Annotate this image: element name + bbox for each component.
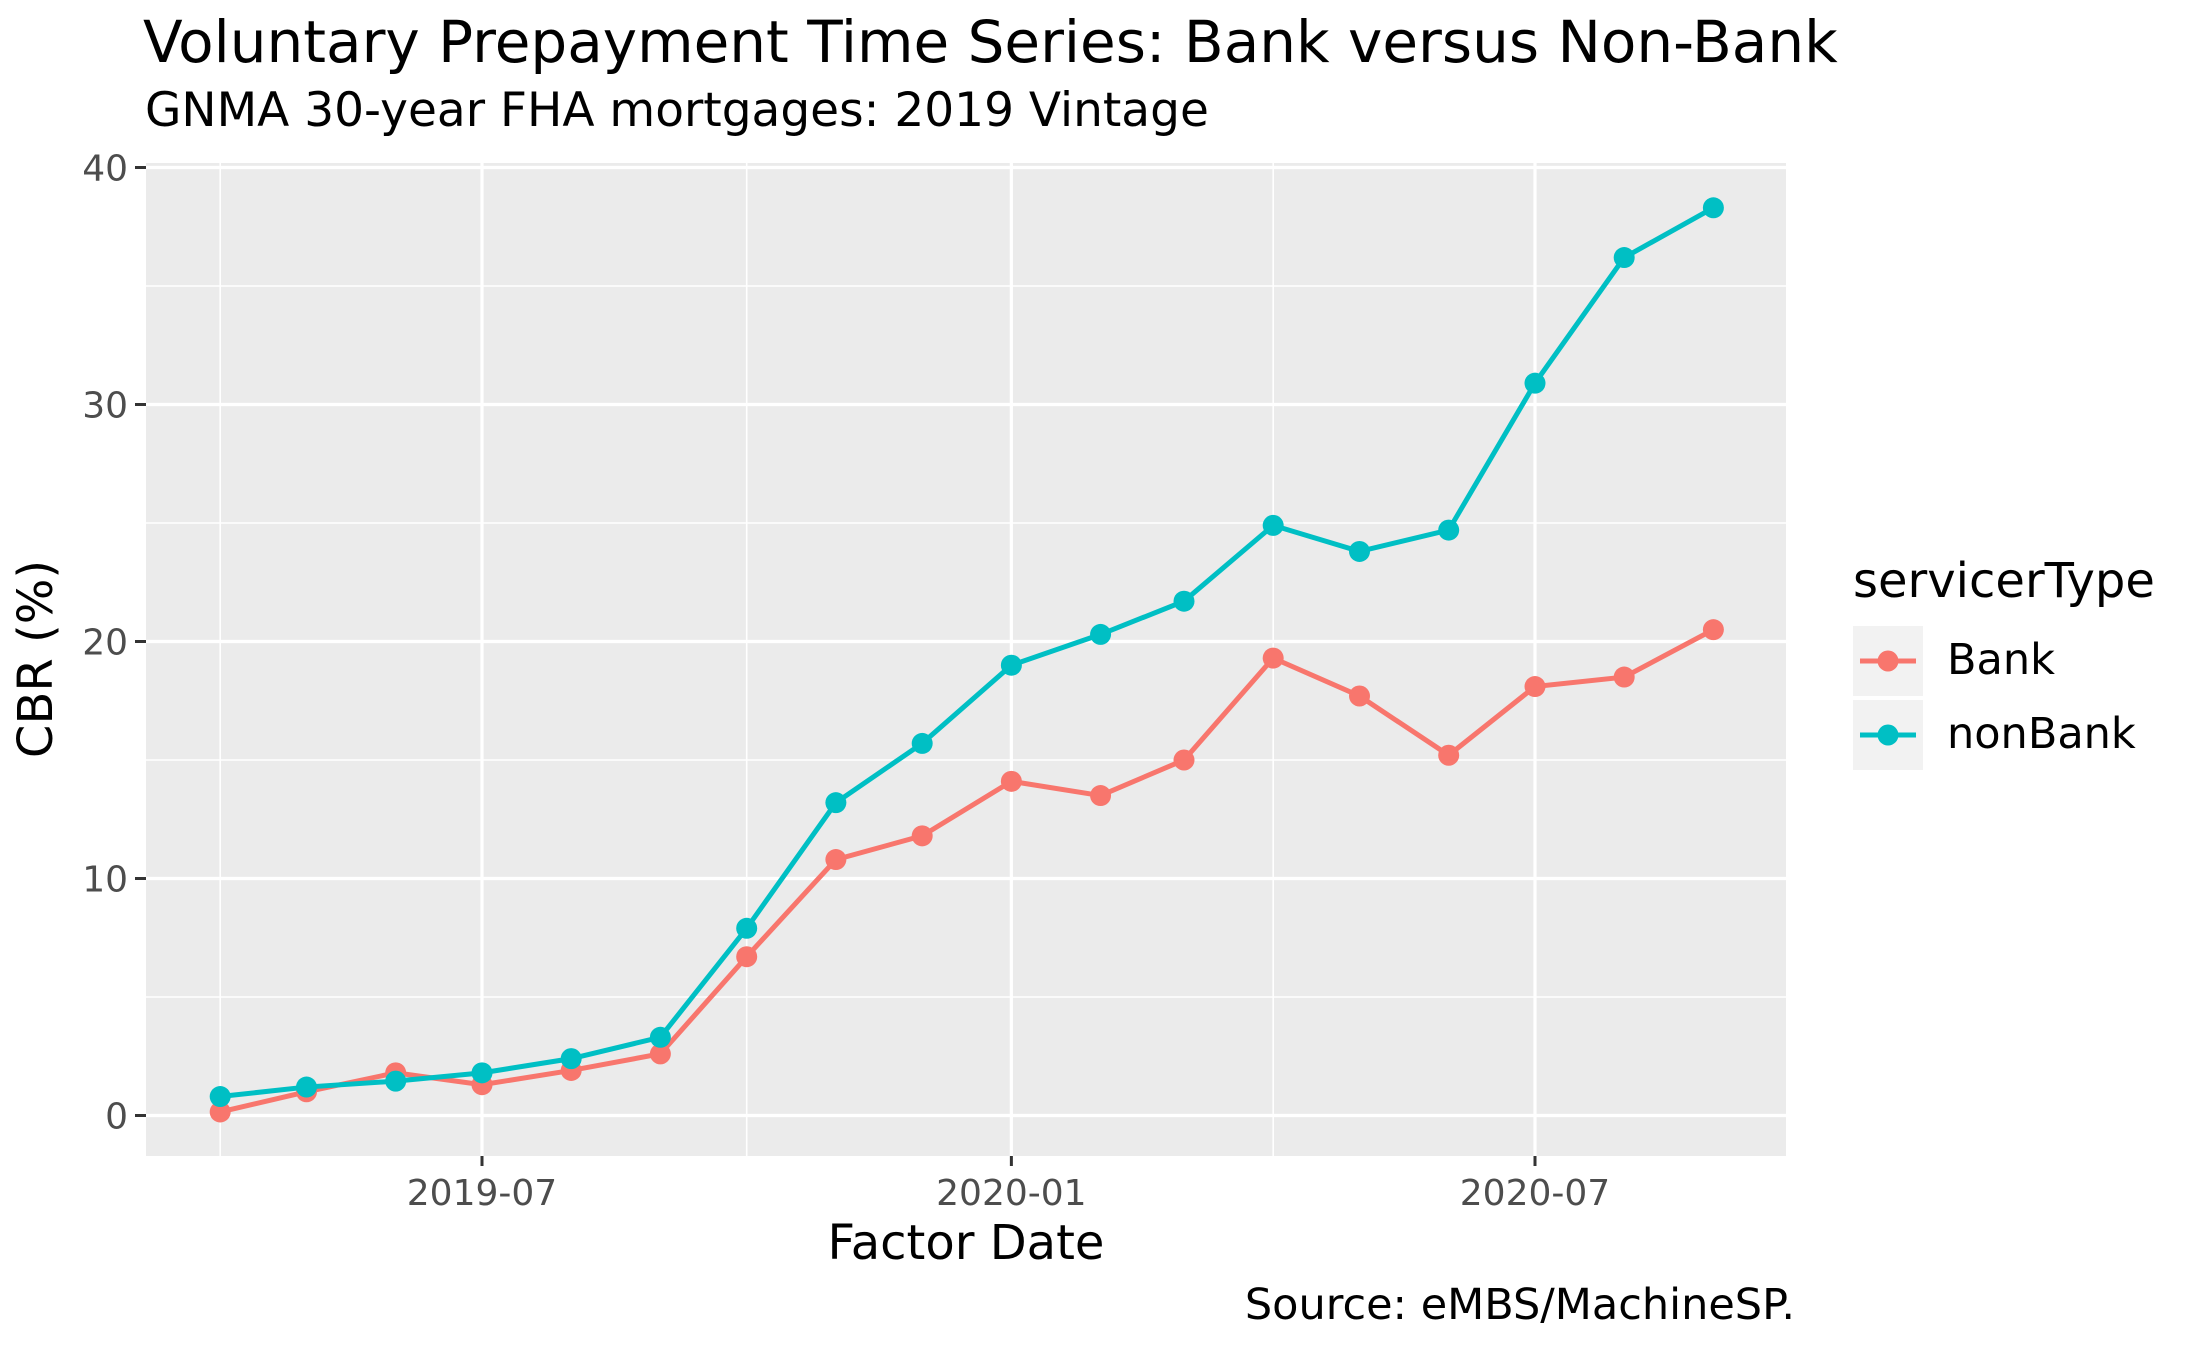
series-line-bank — [219, 627, 1715, 1115]
series-point-nonbank — [385, 1070, 407, 1092]
series-point-bank — [1173, 749, 1195, 771]
y-axis-title: CBR (%) — [8, 559, 64, 759]
series-point-nonbank — [736, 917, 758, 939]
series-point-bank — [1438, 744, 1460, 766]
y-tick-label: 20 — [82, 623, 128, 664]
x-tick-label: 2020-01 — [936, 1173, 1086, 1214]
series-point-bank — [1090, 785, 1112, 807]
series-point-bank — [649, 1043, 671, 1065]
series-point-nonbank — [1173, 590, 1195, 612]
x-tick-label: 2020-07 — [1460, 1173, 1610, 1214]
legend: servicerType Bank nonBank — [1853, 555, 2155, 774]
series-point-nonbank — [1262, 514, 1284, 536]
series-point-nonbank — [1702, 197, 1724, 219]
series-point-bank — [736, 946, 758, 968]
legend-label-bank: Bank — [1947, 635, 2056, 686]
legend-item-nonbank: nonBank — [1853, 699, 2155, 770]
chart-subtitle: GNMA 30-year FHA mortgages: 2019 Vintage — [145, 83, 1209, 138]
x-tick-label: 2019-07 — [407, 1173, 557, 1214]
series-point-bank — [1524, 676, 1546, 698]
series-point-bank — [911, 825, 933, 847]
series-point-nonbank — [1524, 372, 1546, 394]
y-tick-label: 10 — [82, 860, 128, 901]
panel-background — [146, 163, 1786, 1156]
legend-label-nonbank: nonBank — [1947, 709, 2136, 760]
series-point-nonbank — [1438, 519, 1460, 541]
series-point-nonbank — [911, 732, 933, 754]
series-point-nonbank — [1090, 623, 1112, 645]
y-tick-label: 40 — [82, 149, 128, 190]
series-point-nonbank — [296, 1076, 317, 1098]
series-point-nonbank — [560, 1048, 582, 1070]
y-tick-label: 0 — [105, 1097, 128, 1138]
series-line-nonbank — [219, 205, 1715, 1100]
series-point-nonbank — [471, 1062, 493, 1084]
series-point-bank — [1262, 647, 1284, 669]
source-caption: Source: eMBS/MachineSP. — [1244, 1280, 1795, 1330]
legend-key-graphic — [1860, 724, 1916, 746]
series-point-nonbank — [1349, 540, 1370, 562]
series-point-bank — [1000, 770, 1022, 792]
legend-item-bank: Bank — [1853, 625, 2155, 696]
series-point-bank — [825, 849, 847, 871]
series-point-nonbank — [209, 1086, 231, 1108]
y-tick-label: 30 — [82, 386, 128, 427]
series-point-bank — [1702, 619, 1724, 641]
legend-title: servicerType — [1853, 553, 2155, 609]
series-point-nonbank — [825, 792, 847, 814]
legend-key-graphic — [1860, 650, 1916, 672]
series-point-nonbank — [1000, 654, 1022, 676]
chart-title: Voluntary Prepayment Time Series: Bank v… — [143, 8, 1838, 76]
series-point-bank — [209, 1101, 231, 1123]
series-point-bank — [1349, 685, 1370, 707]
series-point-bank — [1613, 666, 1635, 688]
series-point-nonbank — [649, 1026, 671, 1048]
series-point-nonbank — [1613, 247, 1635, 269]
legend-swatch-nonbank — [1853, 699, 1923, 770]
x-axis-title: Factor Date — [827, 1215, 1105, 1271]
legend-swatch-bank — [1853, 625, 1923, 696]
